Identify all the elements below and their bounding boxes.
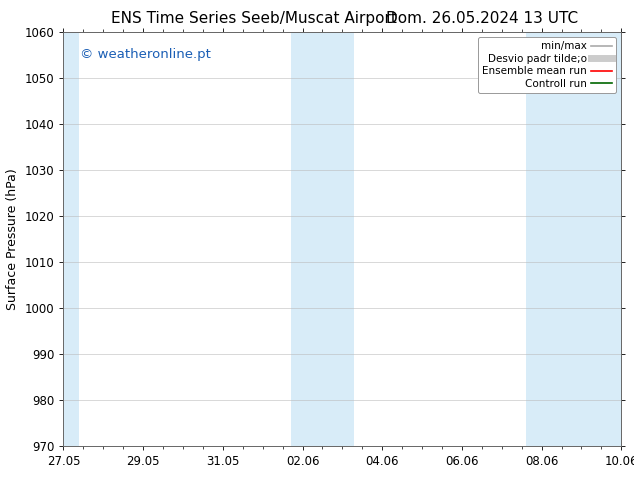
Text: ENS Time Series Seeb/Muscat Airport: ENS Time Series Seeb/Muscat Airport: [111, 11, 396, 26]
Bar: [63, 32, 79, 446]
Text: Dom. 26.05.2024 13 UTC: Dom. 26.05.2024 13 UTC: [385, 11, 578, 26]
Y-axis label: Surface Pressure (hPa): Surface Pressure (hPa): [6, 168, 19, 310]
Text: © weatheronline.pt: © weatheronline.pt: [80, 49, 211, 61]
Bar: [526, 32, 621, 446]
Bar: [290, 32, 354, 446]
Legend: min/max, Desvio padr tilde;o, Ensemble mean run, Controll run: min/max, Desvio padr tilde;o, Ensemble m…: [478, 37, 616, 93]
